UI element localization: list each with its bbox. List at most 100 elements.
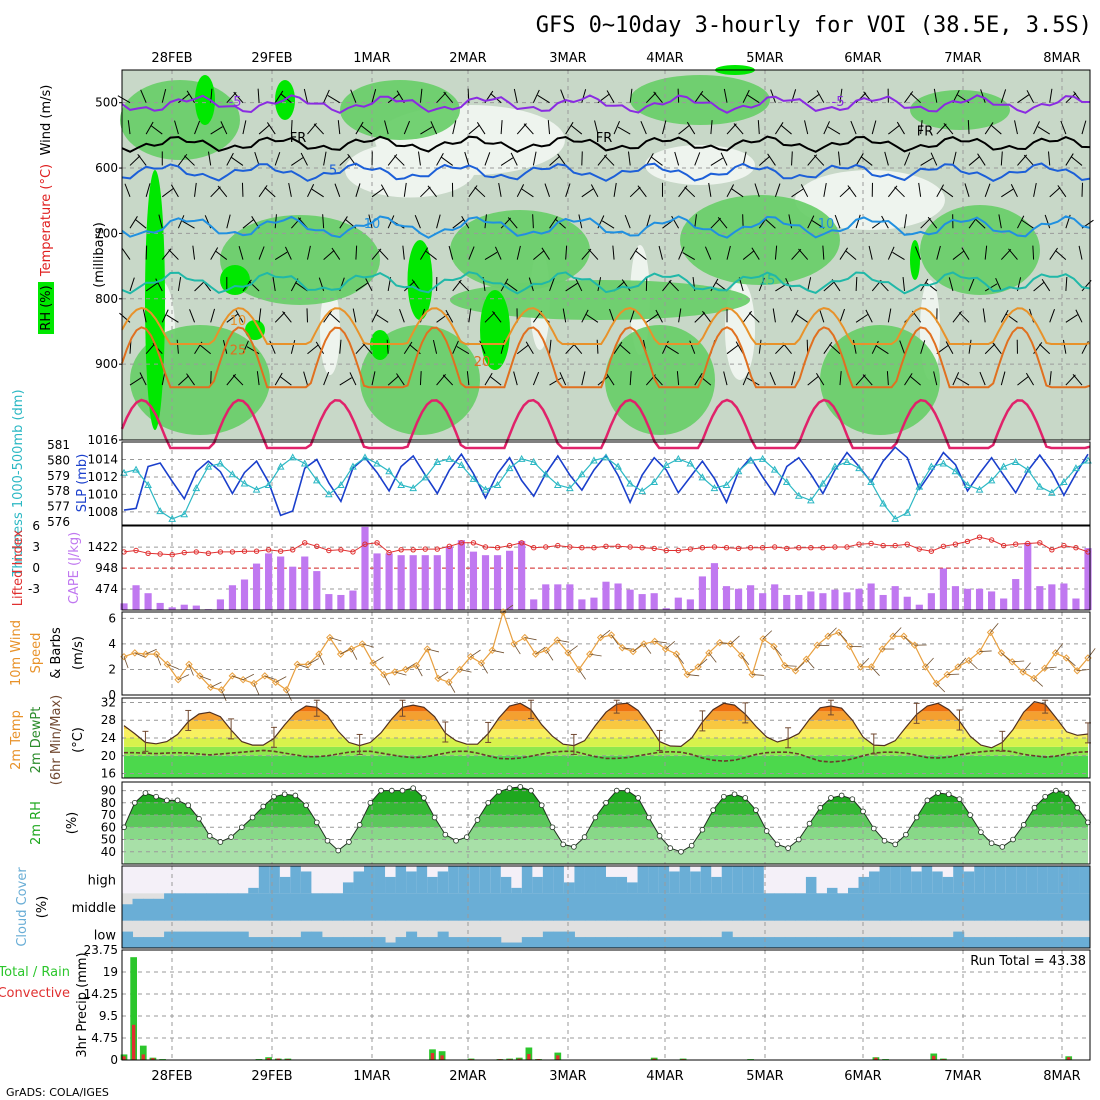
- thickness-point: [638, 487, 646, 495]
- li-point: [181, 549, 187, 556]
- cloud-cell: [1026, 893, 1038, 921]
- cloud-cell: [479, 937, 491, 948]
- wind-barb: [327, 95, 341, 104]
- wind-speed-point: [445, 678, 453, 686]
- wind-barb: [272, 277, 276, 292]
- cloud-cell: [195, 893, 207, 921]
- rh-point: [506, 785, 513, 791]
- contour-label: 10: [230, 314, 247, 329]
- wind-barb: [984, 245, 988, 260]
- cloud-cell: [427, 937, 439, 948]
- cape-bar: [879, 594, 887, 610]
- cloud-cell: [606, 893, 618, 921]
- wind-barb: [362, 342, 373, 355]
- wind-barb: [145, 121, 154, 135]
- cape-bar: [349, 590, 357, 610]
- cloud-frame: [121, 865, 1091, 949]
- wind-barb: [129, 216, 138, 229]
- wind-barb: [339, 377, 352, 386]
- cape-bar: [710, 563, 719, 610]
- wind-barb: [646, 313, 659, 323]
- cloud-cell: [332, 937, 344, 948]
- wind-barb: [464, 151, 470, 166]
- wind-barb: [441, 156, 454, 166]
- precip-convective-bar: [151, 1058, 155, 1060]
- rh-point: [313, 819, 320, 826]
- cape-bar: [614, 583, 622, 610]
- rh-point: [881, 837, 888, 844]
- wind-barb: [315, 341, 325, 354]
- wind-speed-point: [975, 647, 984, 656]
- wind-barb: [909, 375, 921, 386]
- wind-barb: [334, 183, 341, 197]
- rh-point: [999, 844, 1006, 850]
- wind-barb: [217, 185, 228, 198]
- wind-barb: [492, 649, 505, 654]
- wind-barb: [232, 374, 244, 386]
- wind-barb: [819, 308, 825, 323]
- li-point: [350, 549, 356, 555]
- wind-speed-point: [1030, 674, 1038, 683]
- wind-barb: [394, 671, 407, 676]
- cloud-cell: [490, 893, 502, 921]
- temperature-band: [124, 720, 1088, 730]
- rh-moist-region: [340, 80, 460, 140]
- wind-barb: [339, 216, 348, 229]
- cloud-cell-bg: [774, 866, 786, 894]
- wind-barb: [1078, 245, 1083, 260]
- cape-bar: [228, 585, 237, 610]
- li-point: [844, 544, 850, 550]
- wind-barb: [758, 339, 762, 354]
- wind-barb: [1048, 151, 1051, 166]
- cloud-cell: [584, 893, 596, 921]
- cloud-cell: [1026, 866, 1038, 894]
- wind-speed-point: [672, 650, 681, 658]
- wind-barb: [452, 219, 465, 229]
- cloud-cell: [627, 937, 639, 948]
- cloud-cell: [974, 937, 986, 948]
- wind-barb: [581, 309, 589, 323]
- wind-barb: [845, 250, 857, 260]
- slp-tick: 1010: [87, 487, 118, 501]
- wind-barb: [816, 90, 825, 103]
- wind-barb: [795, 662, 805, 672]
- wind-tick: 6: [108, 611, 116, 625]
- cloud-cell: [774, 893, 786, 921]
- wind-speed-point: [261, 672, 269, 680]
- wind-barb: [188, 664, 194, 676]
- li-point: [759, 545, 766, 551]
- wind-barb: [532, 214, 534, 229]
- wind-speed-point: [791, 667, 800, 675]
- wind-barb: [380, 184, 389, 198]
- thickness-point: [939, 459, 948, 467]
- wind-barb: [588, 248, 599, 260]
- cloud-cell: [342, 893, 354, 921]
- li-point: [518, 540, 525, 546]
- wind-barb: [984, 343, 996, 355]
- wind-barb: [405, 662, 417, 670]
- wind-barb: [458, 280, 470, 292]
- cloud-cell: [1005, 866, 1017, 894]
- thickness-point: [722, 480, 731, 489]
- wind-barb: [371, 188, 384, 198]
- rh-point: [753, 807, 759, 813]
- cloud-cell: [858, 876, 870, 894]
- wind-speed-point: [553, 636, 561, 644]
- wind-barb: [967, 120, 970, 135]
- cloud-cell: [1068, 937, 1080, 948]
- cloud-cell: [774, 937, 786, 948]
- cloud-cell: [122, 904, 134, 921]
- wind-barb: [274, 90, 284, 103]
- wind-barb: [329, 312, 341, 323]
- cloud-cell: [984, 937, 996, 948]
- cloud-cell: [353, 871, 365, 894]
- wind-barb: [850, 120, 857, 135]
- wind-speed-point: [575, 665, 583, 674]
- wind-barb: [704, 246, 712, 260]
- date-label-bottom: 5MAR: [746, 1069, 783, 1084]
- wind-barb: [318, 653, 325, 666]
- li-point: [506, 542, 513, 549]
- thickness-point: [156, 507, 164, 515]
- wind-barb: [1065, 92, 1077, 104]
